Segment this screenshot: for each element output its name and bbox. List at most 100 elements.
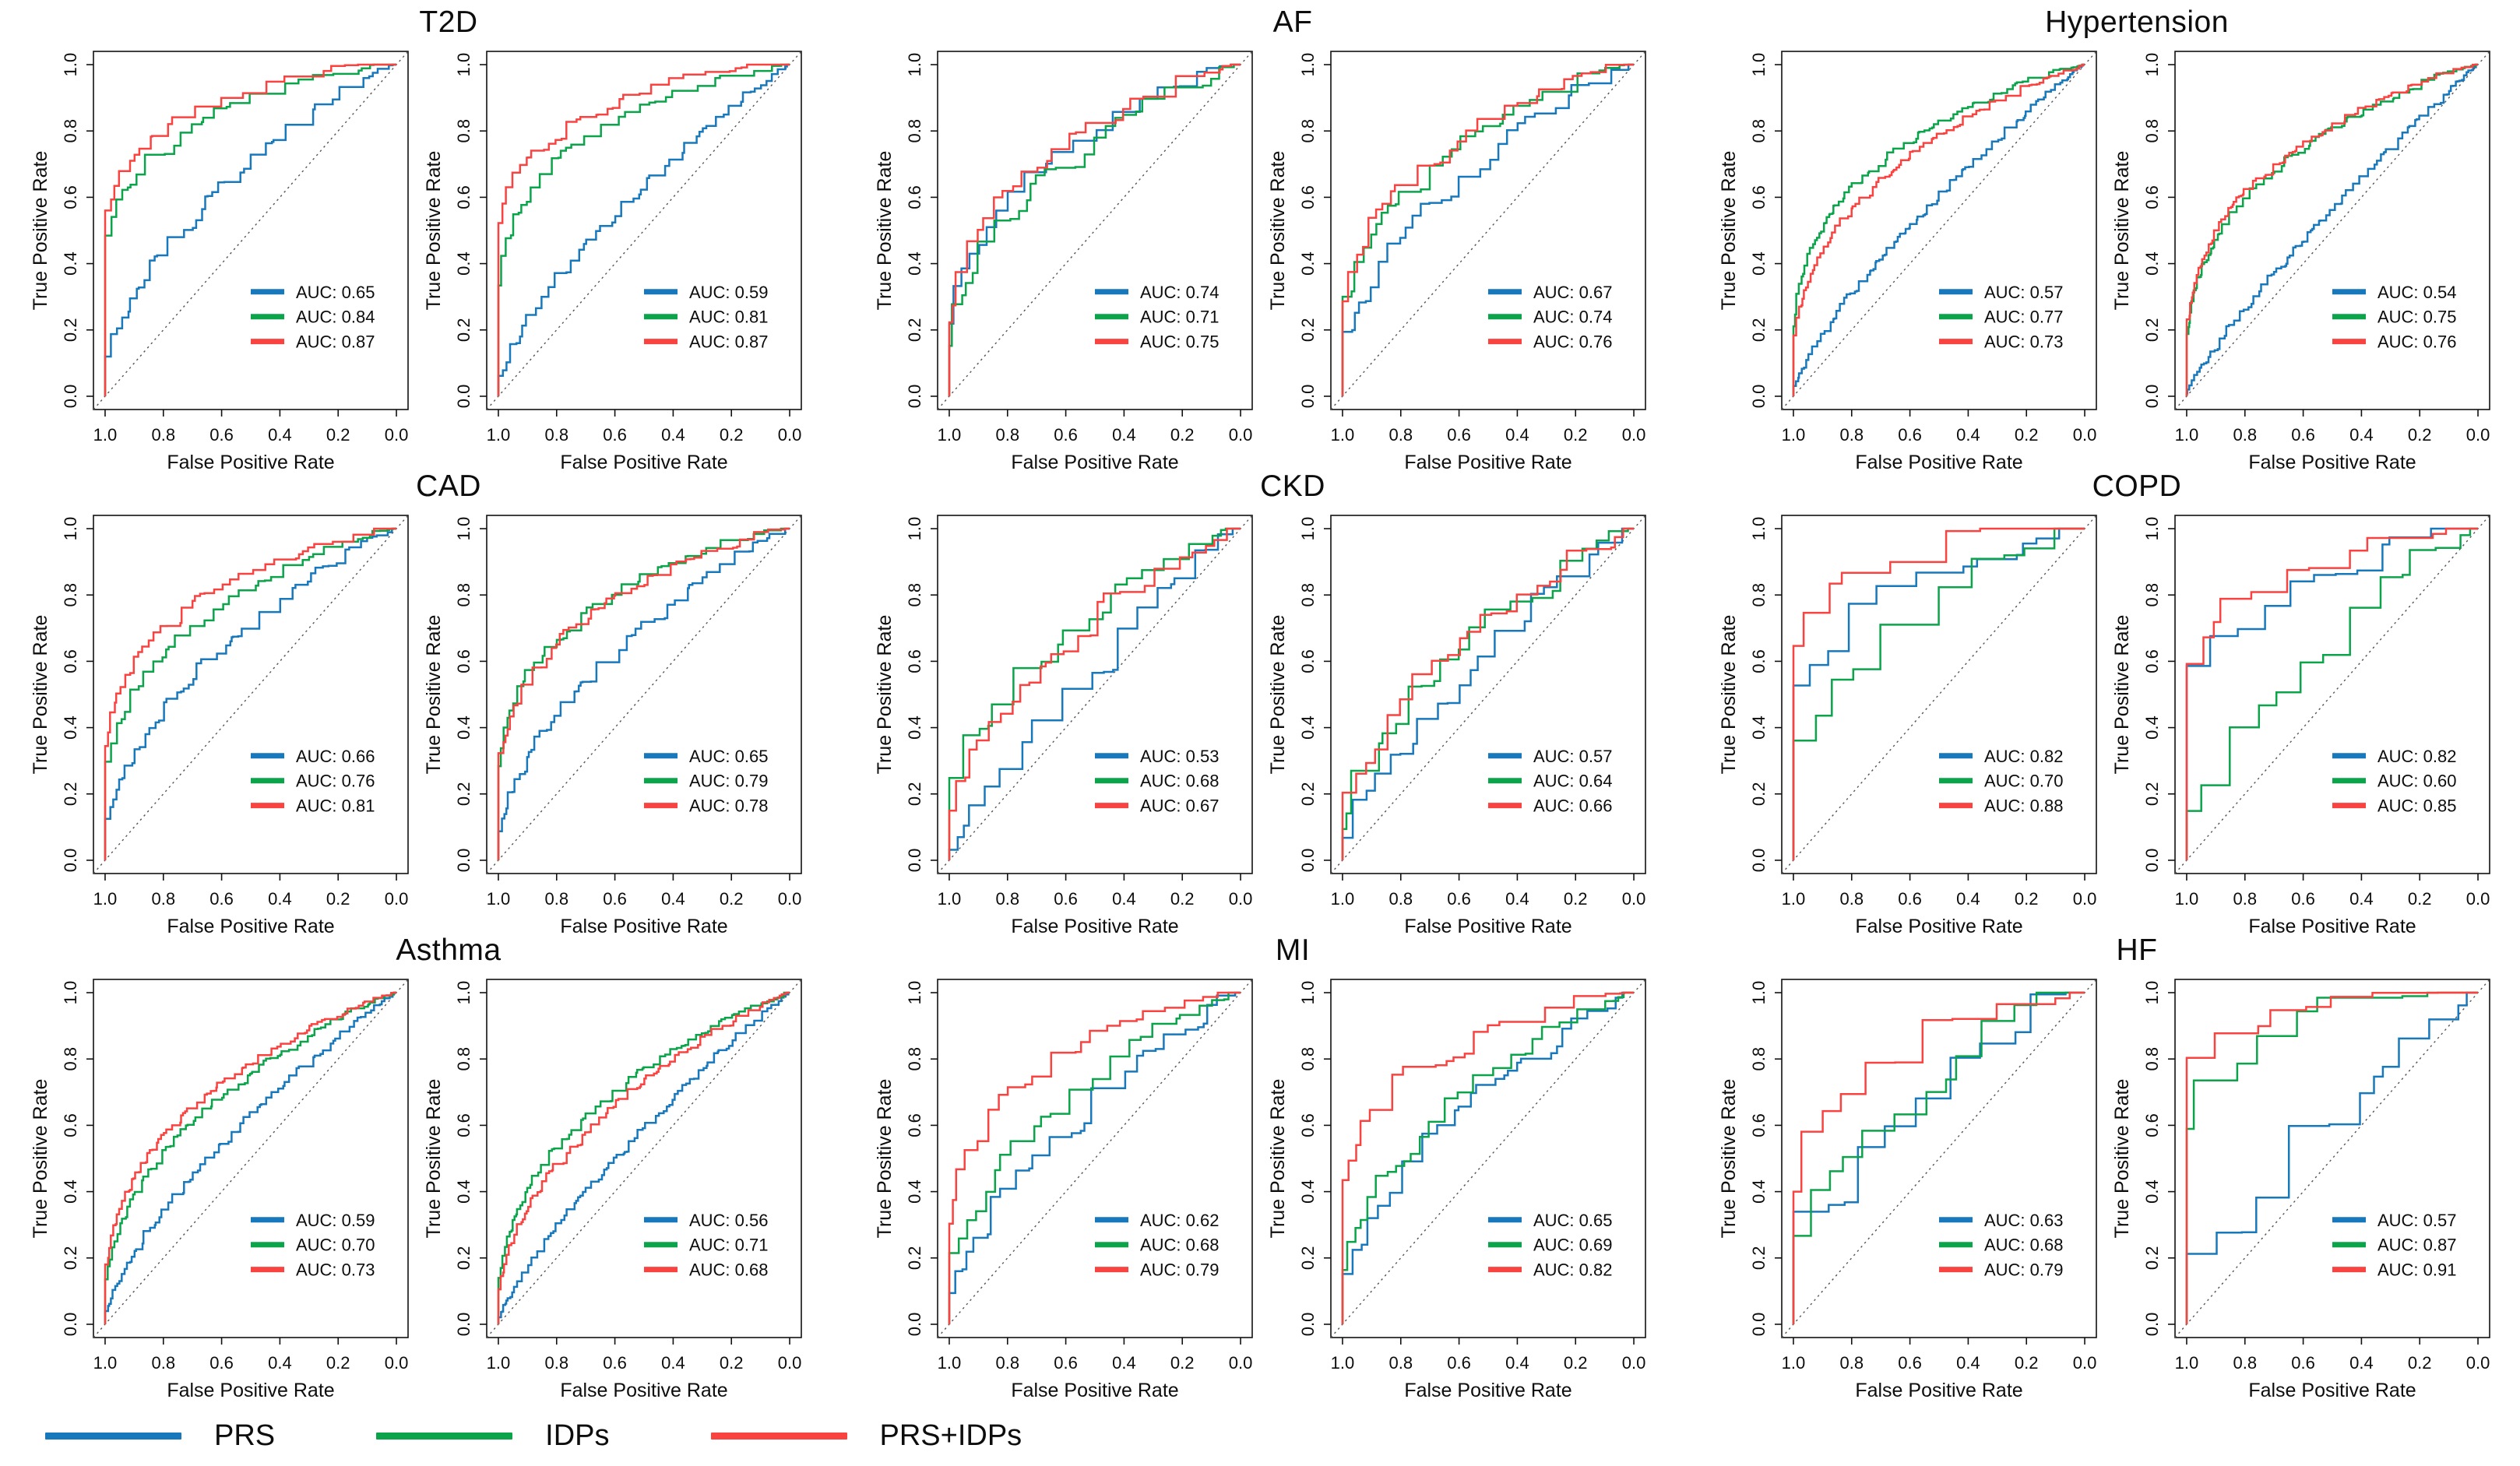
y-tick-label: 1.0 [905,53,924,77]
x-tick-label: 0.8 [2233,889,2257,909]
roc-curve-prs_idps [1792,991,2085,1324]
x-tick-label: 0.0 [1622,889,1646,909]
auc-value-label-prs_idps: AUC: 0.75 [1140,332,1220,352]
auc-value-label-idps: AUC: 0.71 [689,1236,769,1255]
roc-curve-prs_idps [948,527,1241,860]
auc-value-label-prs: AUC: 0.53 [1140,747,1220,766]
auc-value-label-prs_idps: AUC: 0.81 [296,796,375,816]
auc-value-label-prs_idps: AUC: 0.85 [2377,796,2457,816]
auc-value-label-prs_idps: AUC: 0.82 [1533,1260,1613,1280]
x-tick-label: 0.4 [661,425,685,445]
disease-title: MI [1275,933,1311,967]
x-tick-label: 0.8 [995,425,1019,445]
y-tick-label: 0.4 [905,1179,924,1204]
plot-box [1781,515,2097,874]
x-tick-label: 0.2 [1564,889,1588,909]
x-tick-label: 0.8 [995,889,1019,909]
roc-curve-idps [2185,991,2478,1324]
roc-curve-prs_idps [1792,527,2085,860]
x-tick-label: 0.0 [385,1353,409,1373]
y-tick-label: 0.2 [61,318,80,342]
y-tick-label: 0.0 [905,385,924,409]
y-tick-label: 1.0 [1298,53,1318,77]
grid-row-1: T2D 1.0 0.8 0.6 0.4 0.2 0.0 0.0 0.2 0.4 0.6 0.8 1.0 F… [22,5,2498,469]
y-tick-label: 0.8 [61,1047,80,1071]
auc-value-label-prs: AUC: 0.57 [2377,1211,2457,1230]
plot-box [93,515,409,874]
chance-diagonal-line [1330,515,1646,874]
y-tick-label: 0.4 [61,251,80,276]
y-tick-label: 1.0 [2142,981,2162,1005]
x-tick-label: 0.0 [778,889,802,909]
x-tick-label: 0.6 [209,889,234,909]
x-tick-label: 0.4 [1112,889,1136,909]
y-tick-label: 0.0 [454,1313,473,1337]
y-tick-label: 0.2 [1298,1246,1318,1270]
auc-value-label-prs_idps: AUC: 0.73 [1984,332,2064,352]
x-tick-label: 0.2 [326,889,350,909]
x-tick-label: 0.4 [2349,1353,2374,1373]
y-axis-title: True Positive Rate [1718,1079,1740,1239]
x-tick-label: 0.6 [603,425,627,445]
auc-value-label-prs_idps: AUC: 0.66 [1533,796,1613,816]
y-tick-label: 0.2 [1298,318,1318,342]
roc-curve-idps [1792,527,2085,860]
roc-curve-prs [1792,991,2085,1324]
chance-diagonal-line [1781,51,2097,410]
y-tick-label: 0.2 [905,782,924,806]
auc-value-label-prs_idps: AUC: 0.67 [1140,796,1220,816]
x-tick-label: 1.0 [2175,889,2199,909]
plot-box [486,515,802,874]
panel-pair: 1.0 0.8 0.6 0.4 0.2 0.0 0.0 0.2 0.4 0.6 0.8 1.0 Fals… [1710,969,2498,1397]
y-tick-label: 1.0 [454,517,473,541]
auc-value-label-prs: AUC: 0.67 [1533,283,1613,302]
y-tick-label: 0.6 [454,1113,473,1137]
chance-diagonal-line [1781,515,2097,874]
roc-curve-prs [1341,991,1634,1324]
x-tick-label: 0.8 [151,425,175,445]
x-tick-label: 0.8 [1839,1353,1864,1373]
auc-value-label-idps: AUC: 0.64 [1533,772,1613,791]
idps-label: IDPs [545,1419,610,1452]
roc-panel-MI-2: 1.0 0.8 0.6 0.4 0.2 0.0 0.0 0.2 0.4 0.6 0.8 1.0 Fals… [1267,979,1646,1397]
prs-idps-line-swatch [710,1432,847,1440]
auc-value-label-prs: AUC: 0.54 [2377,283,2457,302]
y-tick-label: 1.0 [1749,981,1769,1005]
auc-value-label-prs_idps: AUC: 0.73 [296,1260,375,1280]
auc-value-label-idps: AUC: 0.75 [2377,308,2457,327]
roc-curve-prs_idps [497,527,790,860]
y-axis-title: True Positive Rate [2111,151,2133,311]
panel-pair: 1.0 0.8 0.6 0.4 0.2 0.0 0.0 0.2 0.4 0.6 0.8 1.0 Fals… [866,504,1654,933]
y-tick-label: 0.4 [61,715,80,740]
x-tick-label: 0.0 [2466,889,2490,909]
panel-pair: 1.0 0.8 0.6 0.4 0.2 0.0 0.0 0.2 0.4 0.6 0.8 1.0 Fals… [22,504,810,933]
x-tick-label: 0.2 [2015,1353,2039,1373]
x-tick-label: 0.8 [151,889,175,909]
x-tick-label: 1.0 [487,1353,511,1373]
disease-title: Hypertension [2045,5,2229,39]
y-tick-label: 0.0 [2142,849,2162,873]
x-tick-label: 0.8 [1388,889,1413,909]
x-axis-title: False Positive Rate [167,916,334,933]
y-tick-label: 0.4 [454,715,473,740]
prs-idps-label: PRS+IDPs [879,1419,1022,1452]
roc-curve-prs_idps [1341,527,1634,860]
x-axis-title: False Positive Rate [1011,916,1178,933]
y-tick-label: 0.8 [905,583,924,607]
x-axis-title: False Positive Rate [1011,452,1178,469]
auc-value-label-idps: AUC: 0.84 [296,308,375,327]
y-axis-title: True Positive Rate [874,1079,896,1239]
x-tick-label: 1.0 [1782,889,1806,909]
plot-box [1330,979,1646,1338]
roc-curve-prs [948,63,1241,396]
x-tick-label: 0.6 [1898,425,1922,445]
y-tick-label: 0.6 [61,185,80,209]
roc-curve-idps [948,991,1241,1324]
chance-diagonal-line [93,515,409,874]
y-tick-label: 0.2 [2142,782,2162,806]
x-tick-label: 1.0 [93,425,118,445]
y-tick-label: 0.8 [454,119,473,143]
auc-value-label-prs_idps: AUC: 0.88 [1984,796,2064,816]
auc-value-label-idps: AUC: 0.68 [1140,1236,1220,1255]
y-tick-label: 0.2 [2142,1246,2162,1270]
